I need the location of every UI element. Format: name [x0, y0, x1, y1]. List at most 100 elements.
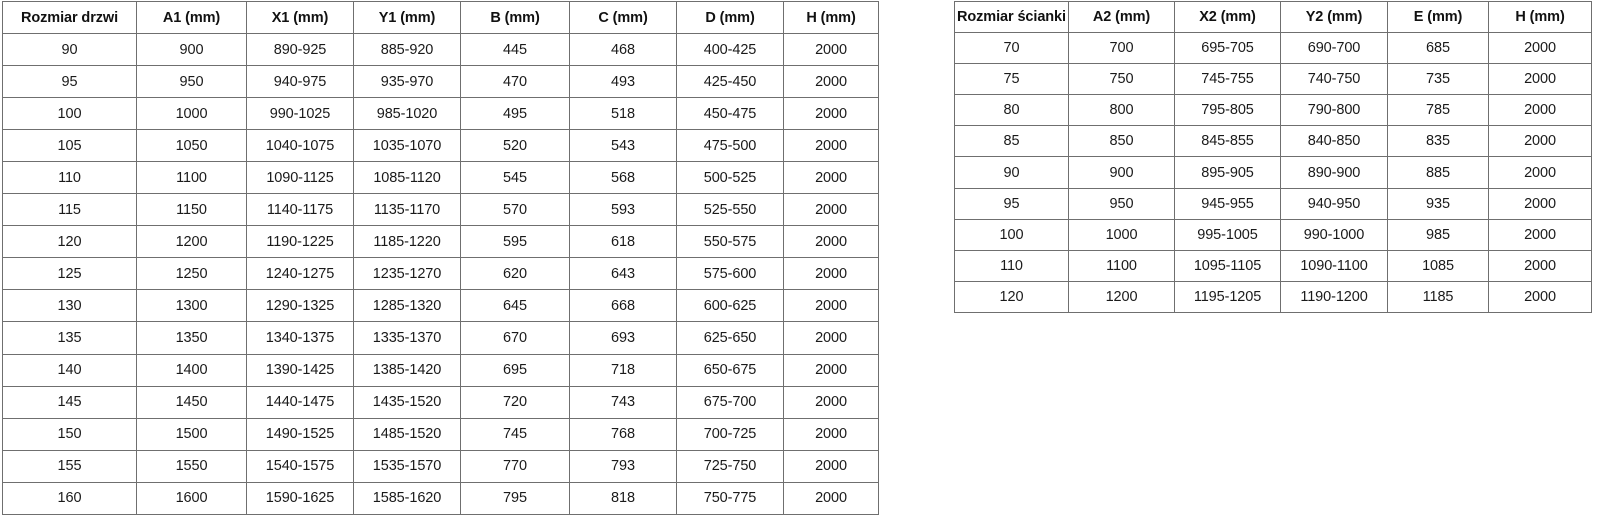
table-cell: 2000: [783, 289, 879, 323]
door-size-row-label: 105: [2, 129, 137, 163]
table-cell: 2000: [783, 257, 879, 291]
door-size-column-header: H (mm): [783, 0, 879, 35]
door-size-row-label: 125: [2, 257, 137, 291]
table-cell: 1585-1620: [353, 481, 461, 515]
table-row: 140 1400 1390-1425 1385-1420 695 718 650-675 20…: [2, 353, 879, 387]
door-size-row-label: 140: [2, 353, 137, 387]
table-row: 95 950 945-955 940-950 935 2000: [954, 187, 1592, 220]
table-cell: 745: [460, 417, 570, 451]
wall-size-column-header: H (mm): [1488, 0, 1592, 34]
table-cell: 885: [1387, 156, 1489, 189]
table-cell: 770: [460, 449, 570, 483]
table-cell: 985: [1387, 218, 1489, 251]
table-cell: 550-575: [676, 225, 784, 259]
table-row: 135 1350 1340-1375 1335-1370 670 693 625-650 20…: [2, 321, 879, 355]
table-row: 90 900 890-925 885-920 445 468 400-425 2000: [2, 33, 879, 67]
door-size-column-header: A1 (mm): [136, 0, 247, 35]
table-cell: 990-1000: [1280, 218, 1388, 251]
table-cell: 1550: [136, 449, 247, 483]
door-size-column-header: Rozmiar drzwi: [2, 0, 137, 35]
table-cell: 600-625: [676, 289, 784, 323]
table-cell: 1085-1120: [353, 161, 461, 195]
table-row: 125 1250 1240-1275 1235-1270 620 643 575-600 20…: [2, 257, 879, 291]
table-cell: 795-805: [1174, 94, 1281, 127]
door-size-row-label: 135: [2, 321, 137, 355]
table-cell: 900: [1068, 156, 1175, 189]
table-cell: 2000: [783, 129, 879, 163]
table-cell: 768: [569, 417, 677, 451]
table-header-row: Rozmiar ścianki A2 (mm) X2 (mm) Y2 (mm) E (m…: [954, 0, 1592, 34]
table-cell: 2000: [1488, 156, 1592, 189]
table-cell: 643: [569, 257, 677, 291]
table-cell: 940-975: [246, 65, 354, 99]
door-size-column-header: B (mm): [460, 0, 570, 35]
table-cell: 1040-1075: [246, 129, 354, 163]
table-cell: 620: [460, 257, 570, 291]
door-size-column-header: C (mm): [569, 0, 677, 35]
table-cell: 2000: [783, 193, 879, 227]
wall-size-row-label: 120: [954, 280, 1069, 313]
table-cell: 1540-1575: [246, 449, 354, 483]
table-row: 90 900 895-905 890-900 885 2000: [954, 156, 1592, 189]
table-cell: 700-725: [676, 417, 784, 451]
table-cell: 1185-1220: [353, 225, 461, 259]
table-cell: 2000: [1488, 249, 1592, 282]
table-cell: 840-850: [1280, 125, 1388, 158]
door-size-row-label: 115: [2, 193, 137, 227]
table-cell: 668: [569, 289, 677, 323]
wall-size-row-label: 95: [954, 187, 1069, 220]
wall-size-row-label: 100: [954, 218, 1069, 251]
table-row: 120 1200 1190-1225 1185-1220 595 618 550-575 20…: [2, 225, 879, 259]
table-row: 105 1050 1040-1075 1035-1070 520 543 475-500 20…: [2, 129, 879, 163]
door-size-row-label: 120: [2, 225, 137, 259]
table-row: 145 1450 1440-1475 1435-1520 720 743 675-700 20…: [2, 385, 879, 419]
door-size-row-label: 150: [2, 417, 137, 451]
table-cell: 525-550: [676, 193, 784, 227]
table-cell: 2000: [783, 161, 879, 195]
table-cell: 1435-1520: [353, 385, 461, 419]
door-size-row-label: 160: [2, 481, 137, 515]
table-cell: 935: [1387, 187, 1489, 220]
wall-size-row-label: 75: [954, 63, 1069, 96]
table-cell: 2000: [1488, 63, 1592, 96]
table-cell: 1335-1370: [353, 321, 461, 355]
table-cell: 543: [569, 129, 677, 163]
table-cell: 950: [136, 65, 247, 99]
door-size-row-label: 95: [2, 65, 137, 99]
table-cell: 1090-1125: [246, 161, 354, 195]
table-row: 100 1000 990-1025 985-1020 495 518 450-475 2000: [2, 97, 879, 131]
table-cell: 2000: [783, 65, 879, 99]
table-cell: 2000: [783, 353, 879, 387]
wall-size-table: Rozmiar ścianki A2 (mm) X2 (mm) Y2 (mm) E (m…: [954, 0, 1592, 313]
table-cell: 1195-1205: [1174, 280, 1281, 313]
table-cell: 695: [460, 353, 570, 387]
table-cell: 940-950: [1280, 187, 1388, 220]
table-cell: 695-705: [1174, 32, 1281, 65]
table-cell: 890-900: [1280, 156, 1388, 189]
wall-size-column-header: Y2 (mm): [1280, 0, 1388, 34]
table-cell: 593: [569, 193, 677, 227]
table-cell: 2000: [783, 97, 879, 131]
table-cell: 935-970: [353, 65, 461, 99]
table-cell: 685: [1387, 32, 1489, 65]
table-cell: 1535-1570: [353, 449, 461, 483]
table-row: 110 1100 1095-1105 1090-1100 1085 2000: [954, 249, 1592, 282]
table-cell: 800: [1068, 94, 1175, 127]
table-cell: 845-855: [1174, 125, 1281, 158]
table-cell: 1490-1525: [246, 417, 354, 451]
table-cell: 793: [569, 449, 677, 483]
table-cell: 1500: [136, 417, 247, 451]
table-cell: 1100: [1068, 249, 1175, 282]
table-cell: 693: [569, 321, 677, 355]
table-cell: 475-500: [676, 129, 784, 163]
table-cell: 1600: [136, 481, 247, 515]
table-cell: 650-675: [676, 353, 784, 387]
table-cell: 1090-1100: [1280, 249, 1388, 282]
table-cell: 493: [569, 65, 677, 99]
table-header-row: Rozmiar drzwi A1 (mm) X1 (mm) Y1 (mm) B (mm)…: [2, 0, 879, 35]
table-cell: 625-650: [676, 321, 784, 355]
table-cell: 850: [1068, 125, 1175, 158]
door-size-row-label: 110: [2, 161, 137, 195]
wall-size-row-label: 90: [954, 156, 1069, 189]
